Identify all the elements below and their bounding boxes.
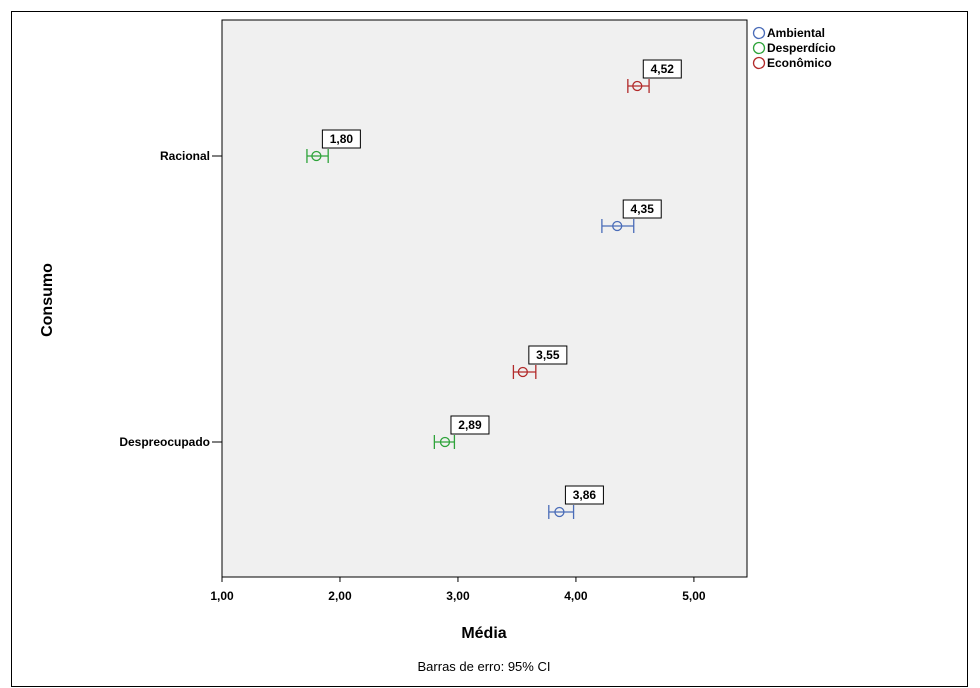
- error-bar-point: 3,86: [548, 485, 604, 519]
- footnote: Barras de erro: 95% CI: [418, 659, 551, 674]
- data-marks: 4,35 3,86 1,80 2,89 4,52 3,55: [306, 59, 682, 519]
- error-bar-point: 2,89: [433, 415, 490, 449]
- error-bar-point: 4,35: [601, 199, 662, 233]
- legend-label: Ambiental: [767, 26, 825, 40]
- x-axis-title: Média: [461, 625, 506, 642]
- mean-marker: [554, 506, 565, 518]
- data-label-box: [642, 59, 682, 79]
- category-label: Racional: [160, 149, 210, 163]
- legend-item: Econômico: [752, 56, 832, 70]
- error-bar-point: 3,55: [512, 345, 568, 379]
- data-label-box: [450, 415, 490, 435]
- data-label-box: [622, 199, 662, 219]
- legend-label: Econômico: [767, 56, 832, 70]
- mean-marker: [612, 220, 623, 232]
- x-tick-label: 2,00: [328, 589, 352, 603]
- error-bar-point: 4,52: [627, 59, 682, 93]
- data-label: 4,52: [651, 62, 675, 76]
- legend-label: Desperdício: [767, 41, 836, 55]
- data-label: 1,80: [330, 132, 354, 146]
- x-tick-label: 3,00: [446, 589, 470, 603]
- category-label: Despreocupado: [119, 435, 210, 449]
- data-label: 4,35: [631, 202, 655, 216]
- mean-marker: [439, 436, 451, 448]
- legend-item: Desperdício: [752, 41, 836, 55]
- legend-marker: [752, 26, 766, 40]
- mean-marker: [311, 150, 322, 162]
- data-label: 3,55: [536, 348, 560, 362]
- data-label: 3,86: [573, 488, 597, 502]
- error-bar-point: 1,80: [306, 129, 361, 163]
- y-axis: Racional Despreocupado: [119, 149, 222, 449]
- data-label-box: [321, 129, 361, 149]
- mean-marker: [517, 366, 528, 378]
- plot-area: [221, 19, 748, 578]
- mean-marker: [632, 80, 643, 92]
- legend-item: Ambiental: [752, 26, 825, 40]
- legend-marker: [752, 41, 766, 55]
- data-label-box: [564, 485, 604, 505]
- data-label-box: [528, 345, 568, 365]
- x-tick-label: 1,00: [210, 589, 234, 603]
- legend-marker: [752, 56, 766, 70]
- x-tick-label: 4,00: [564, 589, 588, 603]
- x-axis: 1,00 2,00 3,00 4,00 5,00: [210, 577, 706, 603]
- data-label: 2,89: [458, 418, 482, 432]
- y-axis-title: Consumo: [39, 263, 56, 337]
- x-tick-label: 5,00: [682, 589, 706, 603]
